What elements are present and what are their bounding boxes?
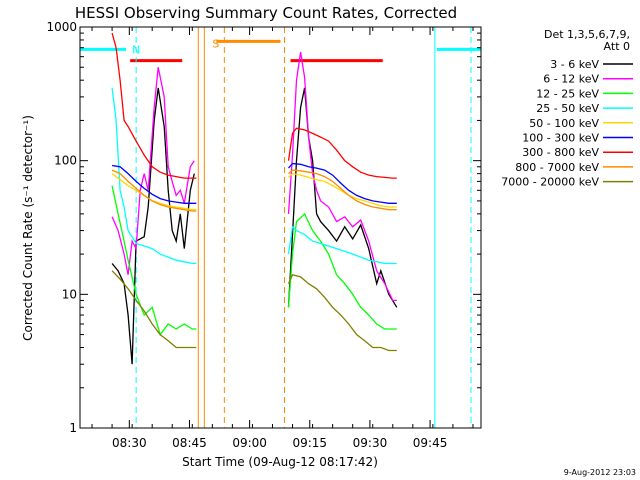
x-tick-label: 09:45 xyxy=(413,436,448,450)
series-line xyxy=(288,172,397,208)
series-line xyxy=(111,169,197,212)
legend-entry-label: 300 - 800 keV xyxy=(522,146,599,159)
legend-header: Det 1,3,5,6,7,9, xyxy=(544,28,630,41)
ticks-layer: 08:30 08:45 09:00 09:15 09:30 09:45 1 10 100 1000 xyxy=(46,20,481,450)
series-line xyxy=(287,127,397,179)
annotation-label: N xyxy=(132,43,140,56)
legend-header: Att 0 xyxy=(604,40,630,53)
y-tick-label: 10 xyxy=(62,287,77,301)
series-line xyxy=(111,164,197,204)
x-tick-label: 08:45 xyxy=(172,436,207,450)
y-axis-label: Corrected Count Rate (s⁻¹ detector⁻¹) xyxy=(21,115,35,341)
x-tick-label: 08:30 xyxy=(112,436,147,450)
legend-entry-label: 100 - 300 keV xyxy=(522,132,599,145)
series-line xyxy=(111,67,195,275)
y-tick-label: 100 xyxy=(54,154,77,168)
series-line xyxy=(111,32,197,179)
legend-entry-label: 3 - 6 keV xyxy=(550,58,599,71)
legend-entry-label: 6 - 12 keV xyxy=(543,73,599,86)
legend-entry-label: 12 - 25 keV xyxy=(536,87,599,100)
series-line xyxy=(287,87,398,308)
series-line xyxy=(287,212,397,330)
series-line xyxy=(287,51,397,302)
legend: Det 1,3,5,6,7,9,Att 0 3 - 6 keV 6 - 12 keV… xyxy=(501,28,633,189)
x-tick-label: 09:15 xyxy=(292,436,327,450)
y-tick-label: 1 xyxy=(69,421,77,435)
series-line xyxy=(111,87,197,265)
legend-entry-label: 7000 - 20000 keV xyxy=(501,176,599,189)
series-line xyxy=(288,162,397,204)
series-line xyxy=(111,185,197,337)
series-line xyxy=(287,274,397,352)
series-line xyxy=(287,225,397,265)
legend-entry-label: 50 - 100 keV xyxy=(529,117,599,130)
series-line xyxy=(111,270,197,349)
series-layer xyxy=(111,32,398,365)
y-tick-label: 1000 xyxy=(46,20,77,34)
x-tick-label: 09:30 xyxy=(353,436,388,450)
timestamp: 9-Aug-2012 23:03 xyxy=(564,468,636,477)
chart-title: HESSI Observing Summary Count Rates, Cor… xyxy=(75,4,457,22)
annotation-label: S xyxy=(212,38,219,51)
x-tick-label: 09:00 xyxy=(232,436,267,450)
plot-frame xyxy=(79,26,482,429)
x-axis-label: Start Time (09-Aug-12 08:17:42) xyxy=(182,455,378,469)
legend-entry-label: 25 - 50 keV xyxy=(536,102,599,115)
legend-entry-label: 800 - 7000 keV xyxy=(515,161,599,174)
series-line xyxy=(111,87,195,365)
series-line xyxy=(288,169,397,211)
